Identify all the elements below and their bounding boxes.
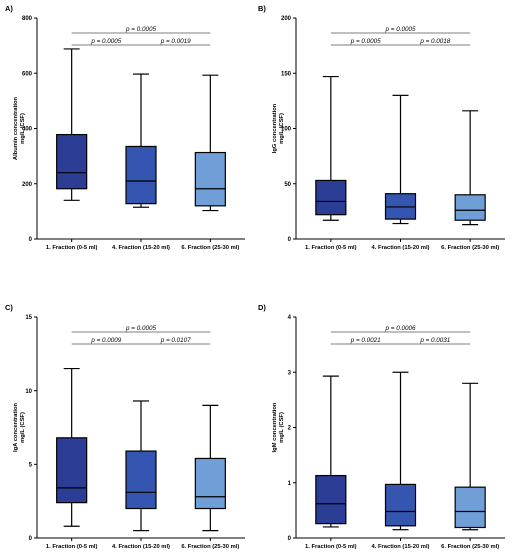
y-tick-label: 200 — [22, 182, 33, 188]
chart-panel-1: A) 0 200 400 600 800 Albumin concentrationmg/L… — [5, 4, 245, 251]
x-tick-label: 4. Fraction (15-20 ml) — [112, 544, 170, 550]
box-3 — [194, 74, 226, 212]
iqr-box — [125, 450, 157, 510]
iqr-box — [56, 437, 88, 504]
y-axis-label-line: mg/L (CSF) — [20, 412, 26, 443]
p-value-label: p = 0.0021 — [350, 337, 381, 344]
iqr-box — [315, 474, 347, 525]
y-tick-label: 15 — [25, 315, 32, 321]
x-tick-label: 6. Fraction (25-30 ml) — [441, 245, 499, 251]
box-2 — [384, 371, 417, 531]
p-value-label: p = 0.0019 — [160, 38, 191, 45]
p-value-label: p = 0.0006 — [385, 325, 416, 332]
box-2 — [125, 73, 157, 208]
p-value-label: p = 0.0107 — [160, 337, 191, 344]
y-axis-label-line: IgA concentration — [13, 403, 19, 453]
x-tick-label: 4. Fraction (15-20 ml) — [372, 544, 430, 550]
iqr-box — [315, 179, 347, 216]
iqr-box — [194, 151, 226, 207]
x-tick-label: 1. Fraction (0-5 ml) — [305, 544, 357, 550]
y-tick-label: 400 — [22, 127, 33, 133]
y-tick-label: 800 — [22, 16, 33, 22]
y-axis-label: IgG concentrationmg/L (CSF) — [272, 103, 285, 153]
y-tick-label: 10 — [25, 389, 32, 395]
y-tick-label: 200 — [281, 16, 292, 22]
y-tick-label: 0 — [288, 536, 292, 542]
iqr-box — [56, 133, 88, 190]
chart-panel-4: D) 0 1 2 3 4 IgM concentrationmg/L (CSF) 1. Fra… — [258, 303, 505, 550]
y-tick-label: 4 — [288, 315, 292, 321]
p-value-label: p = 0.0031 — [419, 337, 450, 344]
chart-panel-2: B) 0 50 100 150 200 IgG concentrationmg/L (CSF… — [258, 4, 505, 251]
x-tick-label: 4. Fraction (15-20 ml) — [372, 245, 430, 251]
y-axis-label-line: IgG concentration — [272, 103, 278, 153]
p-value-label: p = 0.0005 — [350, 38, 381, 45]
y-tick-label: 0 — [29, 237, 33, 243]
y-tick-label: 50 — [284, 182, 291, 188]
box-3 — [194, 404, 226, 532]
y-axis-label-line: mg/L (CSF) — [279, 412, 285, 443]
y-tick-label: 0 — [288, 237, 292, 243]
y-tick-label: 5 — [29, 463, 33, 469]
iqr-box — [384, 483, 417, 527]
y-axis-label: Albumin concentrationmg/L (CSF) — [13, 96, 26, 160]
panel-label: C) — [5, 303, 13, 312]
y-tick-label: 600 — [22, 71, 33, 77]
iqr-box — [194, 457, 226, 510]
box-1 — [315, 75, 347, 221]
p-value-label: p = 0.0005 — [90, 38, 121, 45]
chart-panel-3: C) 0 5 10 15 IgA concentrationmg/L (CSF) 1. Fr… — [5, 303, 245, 550]
box-1 — [56, 367, 88, 527]
y-tick-label: 100 — [281, 127, 292, 133]
x-tick-label: 6. Fraction (25-30 ml) — [441, 544, 499, 550]
y-axis-label-line: mg/L (CSF) — [20, 113, 26, 144]
y-axis-label-line: mg/L (CSF) — [279, 113, 285, 144]
y-tick-label: 3 — [288, 370, 292, 376]
iqr-box — [454, 486, 486, 529]
box-1 — [315, 375, 347, 528]
box-2 — [125, 400, 157, 532]
y-tick-label: 2 — [288, 426, 292, 432]
p-value-label: p = 0.0009 — [90, 337, 121, 344]
iqr-box — [454, 194, 486, 221]
p-value-label: p = 0.0018 — [419, 38, 450, 45]
y-tick-label: 150 — [281, 71, 292, 77]
box-3 — [454, 110, 486, 226]
y-axis-label-line: Albumin concentration — [13, 96, 19, 160]
panel-label: A) — [5, 4, 13, 13]
y-axis-label-line: IgM concentration — [272, 402, 278, 452]
p-value-label: p = 0.0005 — [385, 26, 416, 33]
p-value-label: p = 0.0005 — [125, 26, 156, 33]
y-tick-label: 1 — [288, 481, 292, 487]
x-tick-label: 1. Fraction (0-5 ml) — [305, 245, 357, 251]
iqr-box — [125, 145, 157, 205]
x-tick-label: 4. Fraction (15-20 ml) — [112, 245, 170, 251]
box-3 — [454, 382, 486, 531]
x-tick-label: 1. Fraction (0-5 ml) — [46, 544, 98, 550]
y-axis-label: IgA concentrationmg/L (CSF) — [13, 403, 26, 453]
panel-label: D) — [258, 303, 266, 312]
box-2 — [384, 94, 417, 225]
y-axis-label: IgM concentrationmg/L (CSF) — [272, 402, 285, 452]
x-tick-label: 1. Fraction (0-5 ml) — [46, 245, 98, 251]
panel-label: B) — [258, 4, 266, 13]
p-value-label: p = 0.0005 — [125, 325, 156, 332]
x-tick-label: 6. Fraction (25-30 ml) — [181, 245, 239, 251]
y-tick-label: 0 — [29, 536, 33, 542]
box-1 — [56, 48, 88, 201]
x-tick-label: 6. Fraction (25-30 ml) — [181, 544, 239, 550]
